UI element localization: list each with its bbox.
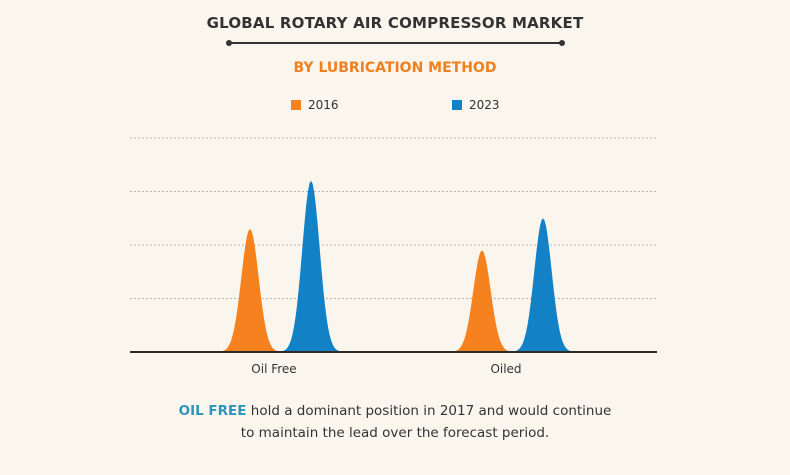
x-tick-label: Oil Free [251, 362, 296, 376]
title-underline [226, 40, 565, 46]
underline-dot-left [226, 40, 232, 46]
legend-swatch-2023 [452, 100, 462, 110]
legend-swatch-2016 [291, 100, 301, 110]
chart-plot: Oil Free Oiled [130, 137, 657, 376]
footer-line-1-rest: hold a dominant position in 2017 and wou… [246, 403, 612, 419]
underline-dot-right [559, 40, 565, 46]
peak-2023-oiled [512, 218, 574, 352]
legend-item-2023: 2023 [452, 98, 500, 112]
footer-line-2: to maintain the lead over the forecast p… [240, 425, 550, 441]
x-tick-label: Oiled [490, 362, 521, 376]
legend-item-2016: 2016 [291, 98, 339, 112]
peak-2016-oil-free [219, 228, 281, 352]
legend-label-2016: 2016 [308, 98, 339, 112]
legend-label-2023: 2023 [469, 98, 500, 112]
peak-2023-oil-free [280, 180, 342, 352]
footer-text: OIL FREE hold a dominant position in 201… [0, 400, 790, 444]
footer-highlight: OIL FREE [178, 403, 247, 419]
chart-title: GLOBAL ROTARY AIR COMPRESSOR MARKET [206, 14, 584, 32]
peak-2016-oiled [451, 250, 513, 352]
footer-line-1: OIL FREE hold a dominant position in 201… [0, 400, 790, 422]
chart-subtitle: BY LUBRICATION METHOD [293, 60, 497, 76]
